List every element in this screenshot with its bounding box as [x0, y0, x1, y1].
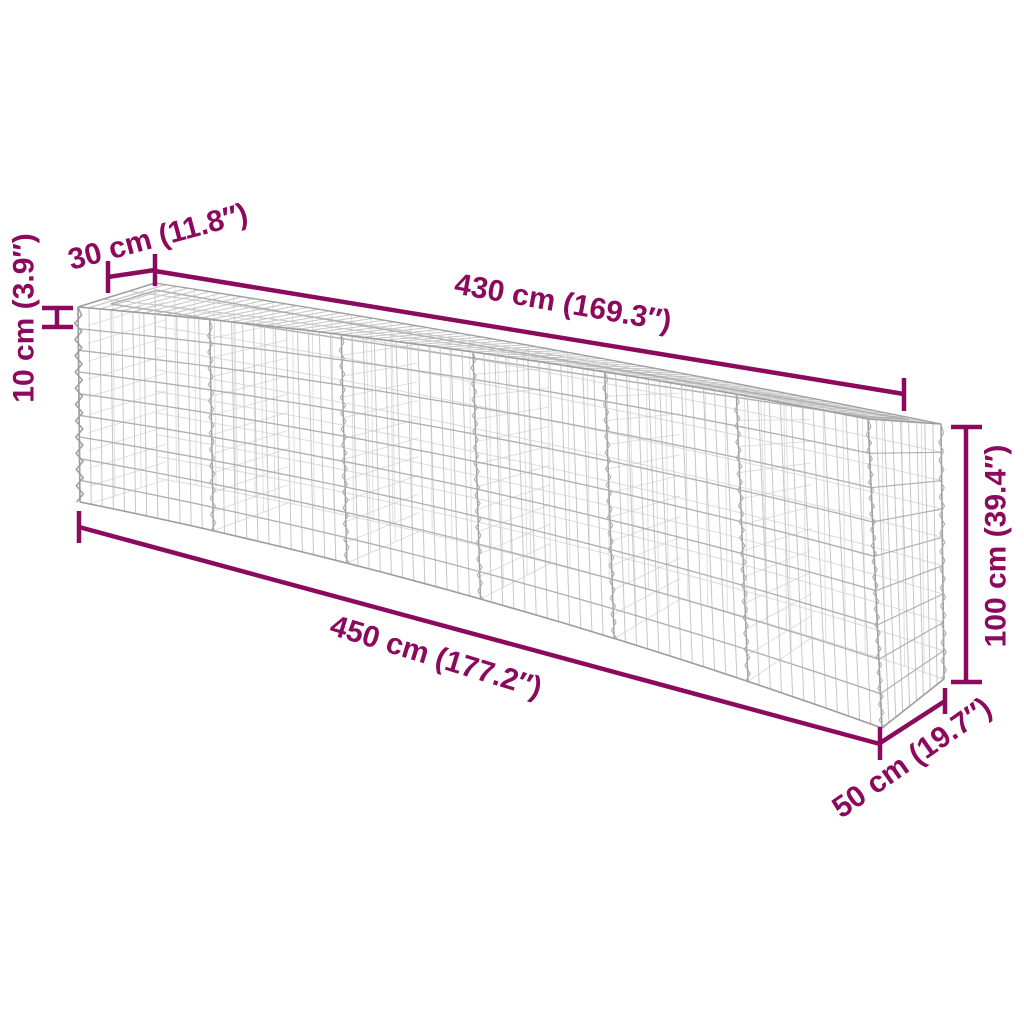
dimension-label-top-length: 430 cm (169.3″) [452, 268, 674, 339]
dimension-label-rim-height: 10 cm (3.9″) [8, 233, 41, 402]
dimension-base-depth: 50 cm (19.7″) [826, 688, 998, 825]
dimension-line [78, 524, 881, 747]
dimension-top-length: 430 cm (169.3″) [154, 268, 907, 411]
dimension-label-top-depth: 30 cm (11.8″) [65, 197, 252, 277]
dimension-line [878, 699, 947, 745]
gabion-basket-illustration [73, 282, 948, 729]
dimension-height: 100 cm (39.4″) [951, 424, 1013, 685]
dimension-line [154, 268, 905, 397]
dimension-label-base-depth: 50 cm (19.7″) [826, 691, 997, 825]
dimension-rim-height: 10 cm (3.9″) [8, 233, 73, 403]
dimension-label-height: 100 cm (39.4″) [980, 445, 1013, 648]
dimension-line [107, 267, 156, 280]
dimension-top-depth: 30 cm (11.8″) [65, 197, 252, 293]
